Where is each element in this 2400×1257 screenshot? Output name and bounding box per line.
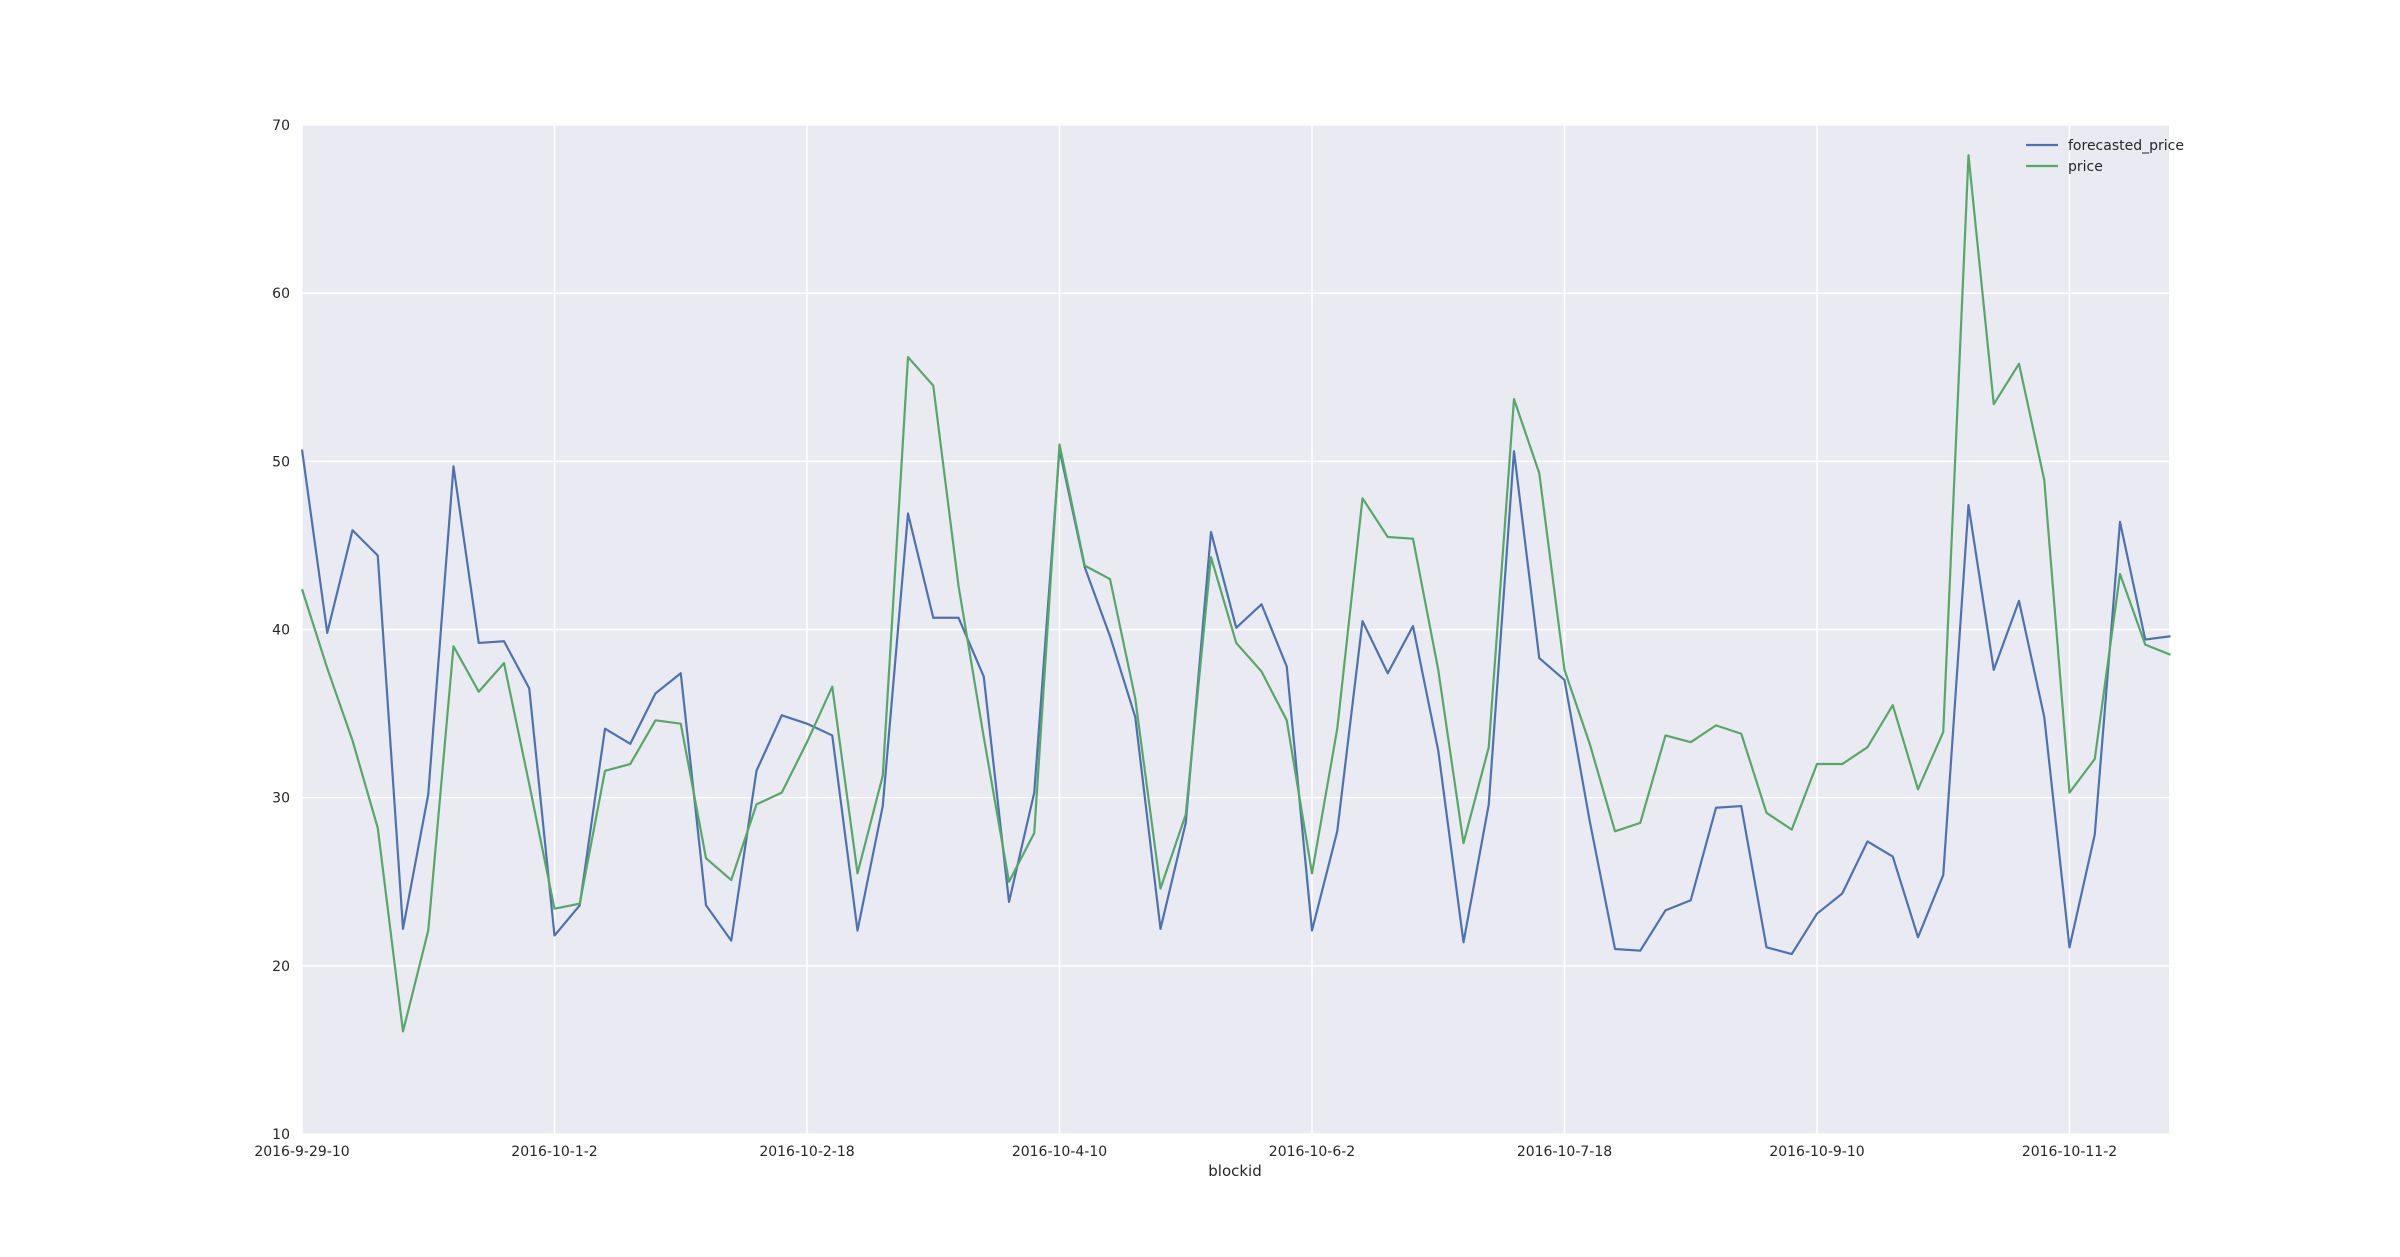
x-tick-label: 2016-10-1-2 <box>511 1144 597 1160</box>
y-tick-label: 10 <box>272 1127 290 1143</box>
x-tick-label: 2016-10-4-10 <box>1012 1144 1107 1160</box>
x-axis-label: blockid <box>1208 1162 1262 1180</box>
legend-label-price: price <box>2068 159 2103 175</box>
series-layer <box>300 154 2171 1033</box>
x-tick-label: 2016-10-7-18 <box>1517 1144 1612 1160</box>
axis-layer: 10 20 30 40 50 60 70 2016-9-29-10 2016-10-1-2 201… <box>254 118 2117 1160</box>
legend-label-forecasted-price: forecasted_price <box>2068 138 2184 154</box>
y-tick-label: 70 <box>272 118 290 134</box>
grid-layer <box>301 124 2169 1135</box>
y-tick-label: 50 <box>272 454 290 470</box>
x-tick-label: 2016-9-29-10 <box>254 1144 349 1160</box>
x-tick-label: 2016-10-2-18 <box>759 1144 854 1160</box>
y-tick-label: 20 <box>272 959 290 975</box>
y-tick-label: 40 <box>272 623 290 639</box>
y-tick-label: 30 <box>272 791 290 807</box>
x-tick-label: 2016-10-6-2 <box>1269 1144 1355 1160</box>
series-line-price <box>300 154 2171 1033</box>
y-tick-label: 60 <box>272 286 290 302</box>
series-line-forecasted-price <box>300 448 2171 956</box>
x-tick-label: 2016-10-11-2 <box>2022 1144 2117 1160</box>
x-tick-label: 2016-10-9-10 <box>1769 1144 1864 1160</box>
